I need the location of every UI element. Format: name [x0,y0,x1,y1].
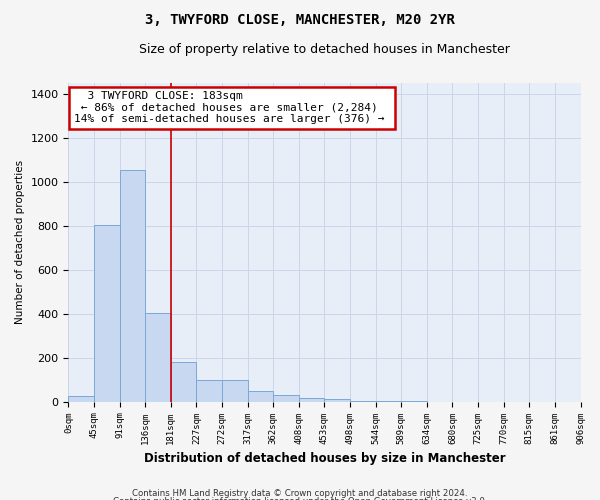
Y-axis label: Number of detached properties: Number of detached properties [15,160,25,324]
Text: Contains public sector information licensed under the Open Government Licence v3: Contains public sector information licen… [113,497,487,500]
Title: Size of property relative to detached houses in Manchester: Size of property relative to detached ho… [139,42,510,56]
X-axis label: Distribution of detached houses by size in Manchester: Distribution of detached houses by size … [143,452,505,465]
Bar [325,400,350,402]
Bar [299,398,325,402]
Bar [248,391,273,402]
Bar [196,380,222,402]
Bar [94,225,119,402]
Bar [119,170,145,402]
Bar [273,395,299,402]
Bar [68,396,94,402]
Bar [145,312,171,402]
Bar [222,380,248,402]
Text: Contains HM Land Registry data © Crown copyright and database right 2024.: Contains HM Land Registry data © Crown c… [132,488,468,498]
Text: 3 TWYFORD CLOSE: 183sqm
 ← 86% of detached houses are smaller (2,284)
14% of sem: 3 TWYFORD CLOSE: 183sqm ← 86% of detache… [74,91,391,124]
Bar [350,400,376,402]
Bar [171,362,196,402]
Text: 3, TWYFORD CLOSE, MANCHESTER, M20 2YR: 3, TWYFORD CLOSE, MANCHESTER, M20 2YR [145,12,455,26]
